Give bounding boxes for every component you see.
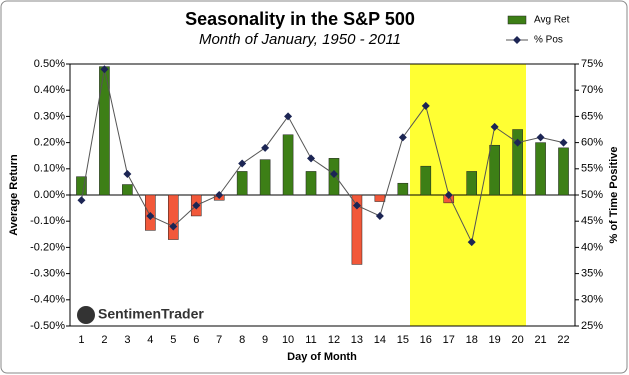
y-tick-label: -0.20% <box>30 241 65 253</box>
x-tick-label: 8 <box>239 334 245 346</box>
bar <box>535 142 546 196</box>
bar <box>305 171 317 196</box>
chart-title: Seasonality in the S&P 500 <box>185 9 415 29</box>
x-tick-label: 13 <box>351 334 363 346</box>
legend-label: % Pos <box>534 35 563 46</box>
y2-tick-label: 75% <box>581 58 603 70</box>
y2-tick-label: 70% <box>581 84 603 96</box>
bar <box>466 171 478 196</box>
line-marker <box>513 138 522 147</box>
x-tick-label: 17 <box>443 334 455 346</box>
bar <box>374 194 386 202</box>
x-tick-label: 2 <box>101 334 107 346</box>
y2-tick-label: 55% <box>581 163 603 175</box>
x-tick-label: 18 <box>466 334 478 346</box>
y2-tick-label: 30% <box>581 294 603 306</box>
bar <box>122 184 133 196</box>
x-tick-label: 20 <box>511 334 523 346</box>
y-tick-label: 0.30% <box>34 110 65 122</box>
x-tick-label: 16 <box>420 334 432 346</box>
x-tick-label: 4 <box>147 334 153 346</box>
line-marker <box>375 211 384 220</box>
line-marker <box>421 101 430 110</box>
y-tick-label: -0.30% <box>30 268 65 280</box>
line-marker <box>559 138 568 147</box>
y2-axis-label: % of Time Positive <box>608 147 620 244</box>
legend-swatch <box>507 15 527 25</box>
bar <box>259 159 271 196</box>
line-marker <box>536 133 545 142</box>
y2-tick-label: 60% <box>581 137 603 149</box>
bar <box>397 182 409 196</box>
x-axis-label: Day of Month <box>287 351 357 363</box>
legend-swatch <box>513 36 521 44</box>
x-tick-label: 21 <box>534 334 546 346</box>
line-marker <box>398 133 407 142</box>
x-tick-label: 9 <box>262 334 268 346</box>
y-axis-label: Average Return <box>8 154 20 236</box>
x-tick-label: 11 <box>305 334 316 346</box>
line-marker <box>192 201 201 210</box>
x-tick-label: 22 <box>557 334 569 346</box>
x-tick-label: 5 <box>170 334 176 346</box>
line-marker <box>238 159 247 168</box>
line-marker <box>307 154 316 163</box>
logo-icon <box>77 306 95 324</box>
x-tick-label: 3 <box>124 334 130 346</box>
line-marker <box>123 170 132 179</box>
bar <box>282 134 294 196</box>
x-tick-label: 7 <box>216 334 222 346</box>
line-marker <box>100 65 109 74</box>
y2-tick-label: 25% <box>581 320 603 332</box>
y-tick-label: 0.10% <box>34 163 65 175</box>
y-tick-label: -0.50% <box>30 320 65 332</box>
legend-label: Avg Ret <box>534 15 570 26</box>
y-tick-label: 0.00% <box>34 189 65 201</box>
x-tick-label: 1 <box>78 334 84 346</box>
line-marker <box>169 222 178 231</box>
line-marker <box>261 143 270 152</box>
x-tick-label: 6 <box>193 334 199 346</box>
bar <box>167 194 179 240</box>
bar <box>236 171 248 196</box>
y2-tick-label: 35% <box>581 268 603 280</box>
y2-tick-label: 45% <box>581 215 603 227</box>
chart-subtitle: Month of January, 1950 - 2011 <box>199 31 401 48</box>
line-marker <box>444 191 453 199</box>
y2-tick-label: 65% <box>581 110 603 122</box>
bar <box>489 144 500 196</box>
bar <box>351 194 363 265</box>
y-tick-label: -0.10% <box>30 215 65 227</box>
logo: SentimenTrader <box>98 306 204 322</box>
line-marker <box>284 112 293 121</box>
x-tick-label: 15 <box>397 334 409 346</box>
line-marker <box>146 211 155 220</box>
x-tick-label: 19 <box>489 334 501 346</box>
y-tick-label: 0.50% <box>34 58 65 70</box>
line-marker <box>352 201 361 210</box>
x-tick-label: 14 <box>374 334 386 346</box>
y2-tick-label: 40% <box>581 241 603 253</box>
y-tick-label: 0.40% <box>34 84 65 96</box>
line-marker <box>329 170 338 179</box>
x-tick-label: 12 <box>328 334 340 346</box>
line-marker <box>215 191 224 199</box>
bar <box>512 129 523 196</box>
bar <box>420 165 432 196</box>
y-tick-label: -0.40% <box>30 294 65 306</box>
line-marker <box>77 196 86 205</box>
bar <box>558 147 569 196</box>
line-marker <box>490 122 499 131</box>
line <box>80 69 564 244</box>
x-tick-label: 10 <box>282 334 294 346</box>
y2-tick-label: 50% <box>581 189 603 201</box>
line-marker <box>467 238 476 247</box>
y-tick-label: 0.20% <box>34 137 65 149</box>
bar <box>76 176 87 196</box>
